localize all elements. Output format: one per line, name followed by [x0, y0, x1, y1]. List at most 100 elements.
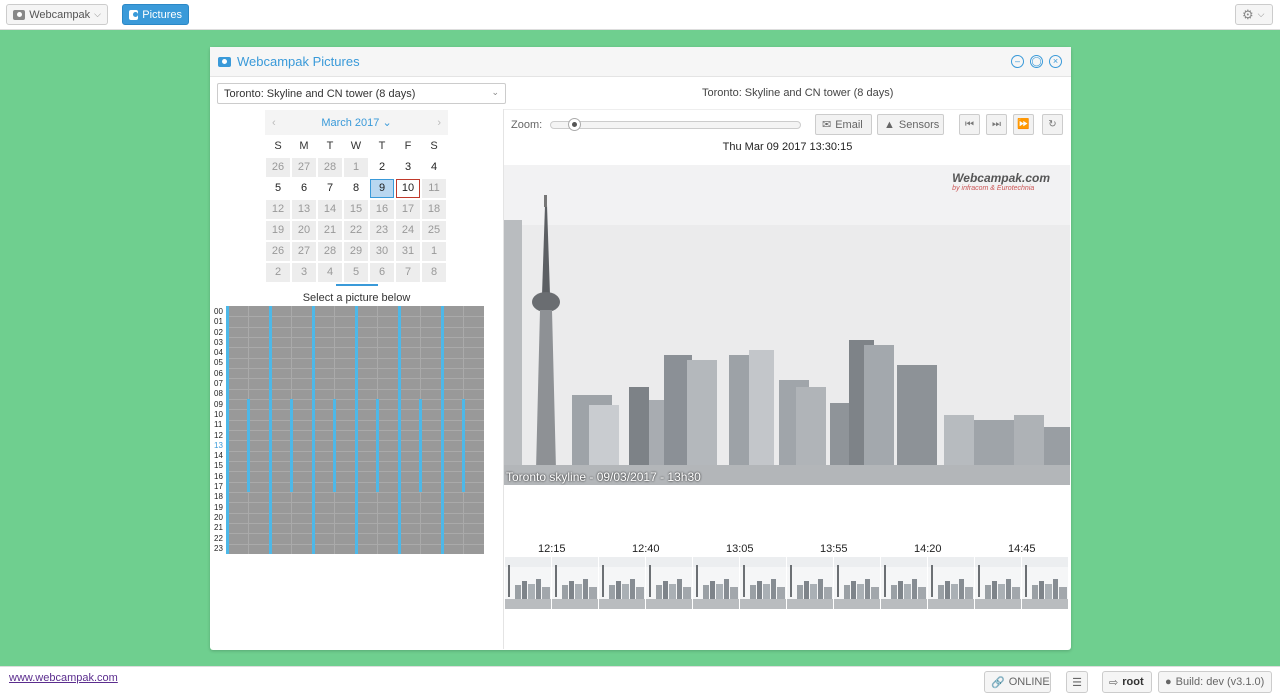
sensors-button[interactable]: ▲ Sensors [877, 114, 944, 135]
next-month-icon[interactable]: › [437, 116, 441, 129]
picture-column[interactable] [355, 306, 358, 554]
database-button[interactable]: ☰ [1066, 671, 1088, 693]
picture-column[interactable] [333, 399, 336, 492]
picture-column[interactable] [398, 306, 401, 554]
calendar-day: 7 [396, 263, 420, 282]
source-select-value: Toronto: Skyline and CN tower (8 days) [224, 88, 416, 100]
settings-button[interactable]: ⚙ ⌵ [1235, 4, 1273, 25]
online-status[interactable]: 🔗 ONLINE [984, 671, 1051, 693]
thumbnail[interactable] [928, 557, 975, 609]
webcampak-menu-label: Webcampak [29, 8, 91, 21]
hour-label: 18 [214, 492, 223, 502]
picture-column[interactable] [312, 306, 315, 554]
picture-column[interactable] [376, 399, 379, 492]
calendar-day: 12 [266, 200, 290, 219]
calendar-day: 23 [370, 221, 394, 240]
weekday-label: S [274, 140, 282, 152]
webcampak-link[interactable]: www.webcampak.com [9, 672, 118, 684]
window-header[interactable]: Webcampak Pictures [210, 47, 1071, 77]
pictures-window: Webcampak Pictures – ◯ × Toronto: Skylin… [210, 47, 1071, 650]
zoom-slider-handle[interactable] [568, 118, 581, 131]
calendar-day[interactable]: 5 [266, 179, 290, 198]
last-picture-icon[interactable]: ⏩ [1013, 114, 1034, 135]
thumbnail-strip[interactable] [505, 557, 1070, 609]
calendar-day-selected[interactable]: 9 [370, 179, 394, 198]
user-button[interactable]: ⇨ root [1102, 671, 1152, 693]
hour-label: 13 [214, 440, 223, 450]
calendar-day-today[interactable]: 10 [396, 179, 420, 198]
hour-label: 02 [214, 327, 223, 337]
calendar-day[interactable]: 2 [370, 158, 394, 177]
picture-column[interactable] [269, 306, 272, 554]
weekday-label: T [326, 140, 334, 152]
database-icon: ☰ [1072, 676, 1082, 689]
skyline-image [504, 165, 1070, 485]
hour-label: 03 [214, 337, 223, 347]
calendar-day[interactable]: 8 [344, 179, 368, 198]
thumbnail[interactable] [787, 557, 834, 609]
hour-label: 04 [214, 348, 223, 358]
first-picture-icon[interactable]: ⏮ [959, 114, 980, 135]
webcampak-menu-button[interactable]: Webcampak ⌵ [6, 4, 108, 25]
hour-label: 09 [214, 399, 223, 409]
calendar-day: 11 [422, 179, 446, 198]
close-icon[interactable]: × [1049, 55, 1062, 68]
picture-column[interactable] [247, 399, 250, 492]
hour-label: 12 [214, 430, 223, 440]
thumbnail[interactable] [693, 557, 740, 609]
thumbnail[interactable] [834, 557, 881, 609]
source-name: Toronto: Skyline and CN tower (8 days) [702, 87, 894, 99]
source-select[interactable]: Toronto: Skyline and CN tower (8 days) ⌄ [217, 83, 506, 104]
calendar-day: 28 [318, 158, 342, 177]
gear-icon: ⚙ [1242, 6, 1254, 22]
picture-grid[interactable] [226, 306, 484, 554]
thumbnail[interactable] [1022, 557, 1069, 609]
webcam-picture[interactable]: Webcampak.com by infracom & Eurotechnia T… [504, 165, 1070, 485]
weekday-label: T [378, 140, 386, 152]
github-icon: ● [1165, 676, 1172, 688]
hour-label: 11 [214, 420, 223, 430]
calendar-day[interactable]: 7 [318, 179, 342, 198]
pictures-button[interactable]: Pictures [122, 4, 189, 25]
maximize-icon[interactable]: ◯ [1030, 55, 1043, 68]
sign-out-icon: ⇨ [1109, 676, 1119, 689]
hour-label: 08 [214, 389, 223, 399]
minimize-icon[interactable]: – [1011, 55, 1024, 68]
calendar-day: 16 [370, 200, 394, 219]
calendar-day: 19 [266, 221, 290, 240]
select-picture-label: Select a picture below [302, 292, 411, 304]
hour-label: 15 [214, 461, 223, 471]
camera-icon [218, 56, 231, 67]
hour-label: 22 [214, 533, 223, 543]
calendar-month[interactable]: March 2017 ⌄ [321, 117, 392, 129]
thumbnail[interactable] [599, 557, 646, 609]
calendar-day: 6 [370, 263, 394, 282]
zoom-slider[interactable] [550, 118, 801, 131]
calendar-day: 1 [344, 158, 368, 177]
thumbnail[interactable] [552, 557, 599, 609]
refresh-icon[interactable]: ↻ [1042, 114, 1063, 135]
email-button[interactable]: ✉ Email [815, 114, 872, 135]
picture-column[interactable] [462, 399, 465, 492]
calendar-day[interactable]: 4 [422, 158, 446, 177]
picture-column[interactable] [226, 306, 229, 554]
picture-column[interactable] [441, 306, 444, 554]
thumbnail-time: 14:45 [1008, 543, 1036, 555]
calendar-day[interactable]: 6 [292, 179, 316, 198]
prev-month-icon[interactable]: ‹ [272, 116, 276, 129]
calendar-day[interactable]: 3 [396, 158, 420, 177]
picture-column[interactable] [419, 399, 422, 492]
thumbnail[interactable] [740, 557, 787, 609]
thumbnail[interactable] [505, 557, 552, 609]
picture-column[interactable] [290, 399, 293, 492]
thumbnail[interactable] [646, 557, 693, 609]
pictures-button-label: Pictures [142, 8, 182, 21]
thumbnail-time: 12:40 [632, 543, 660, 555]
thumbnail[interactable] [975, 557, 1022, 609]
area-chart-icon: ▲ [884, 118, 895, 131]
link-icon: 🔗 [991, 676, 1005, 689]
thumbnail[interactable] [881, 557, 928, 609]
email-button-label: Email [835, 118, 863, 131]
next-picture-icon[interactable]: ⏭ [986, 114, 1007, 135]
calendar-day: 3 [292, 263, 316, 282]
